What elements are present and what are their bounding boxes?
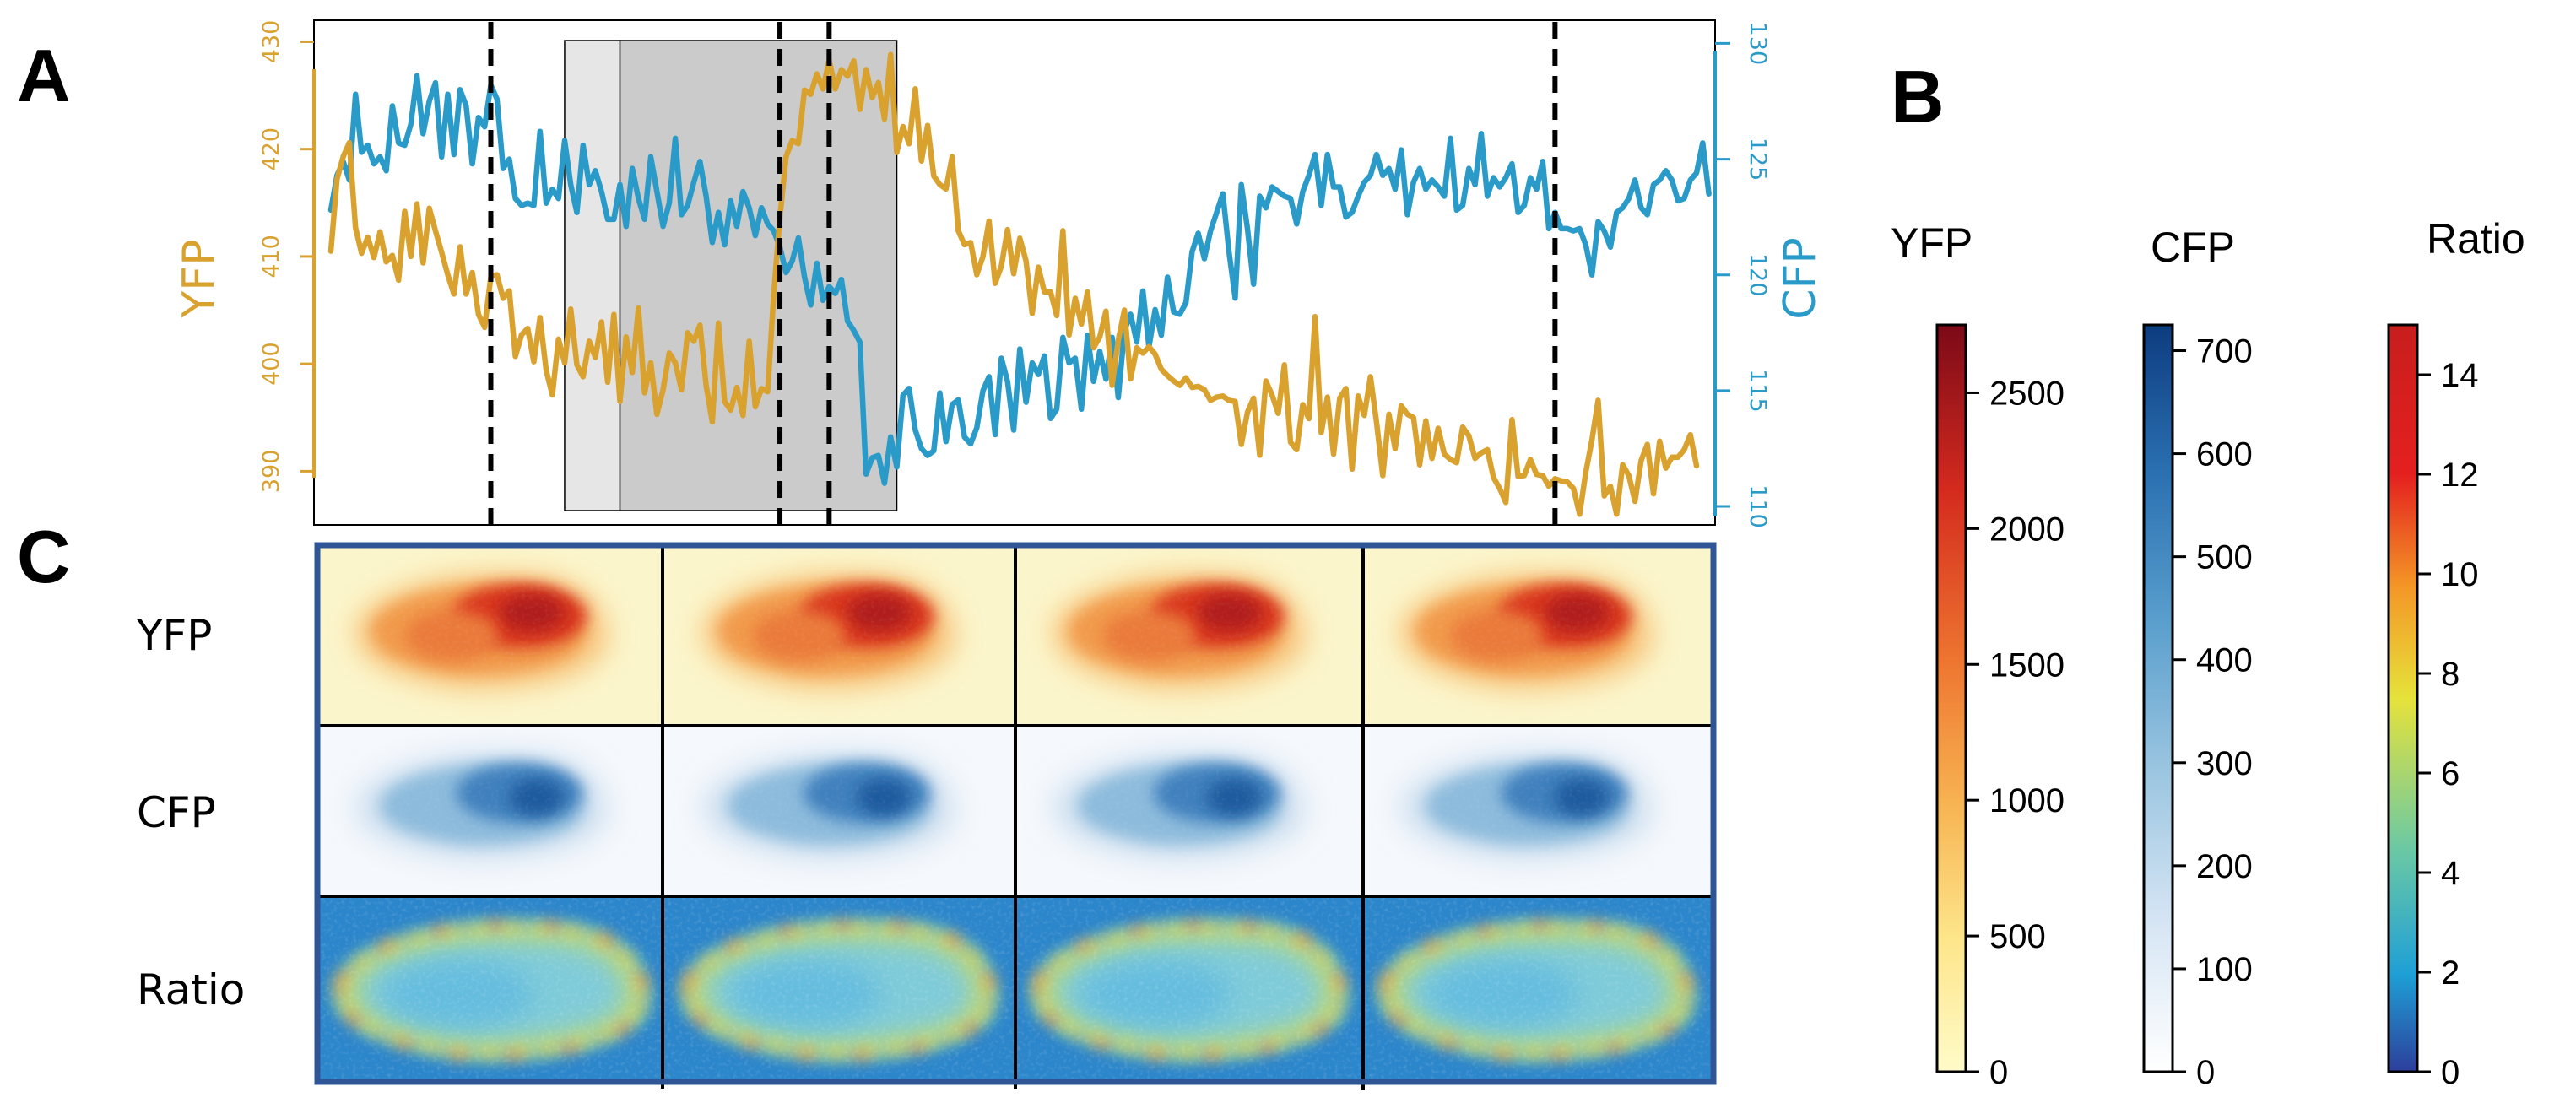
y-right-tick-label-110: 110 — [1745, 484, 1771, 528]
colorbar-yfp: YFP 0 500 1000 1500 2000 2500 — [1891, 219, 2065, 1091]
y-axis-right-ticks: 110 115 120 125 130 — [1715, 22, 1771, 528]
colorbar-gradient-ratio — [2387, 323, 2419, 1073]
series-cfp-line — [327, 73, 1712, 486]
colorbar-ratio-tick-label-14: 14 — [2441, 357, 2479, 394]
y-axis-left: 390 400 410 420 430 YFP — [174, 20, 316, 493]
colorbar-cfp-tick-label-400: 400 — [2196, 642, 2253, 679]
colorbar-yfp-tick-label-1000: 1000 — [1989, 782, 2065, 819]
colorbar-cfp-tick-label-0: 0 — [2196, 1054, 2215, 1091]
cell-image-r3-c3 — [1015, 896, 1363, 1080]
cell-images — [321, 547, 1710, 1080]
cell-image-r2-c2 — [663, 726, 1015, 896]
colorbar-yfp-tick-label-2500: 2500 — [1989, 375, 2065, 412]
series-yfp-line — [327, 51, 1700, 517]
y-left-tick-label-400: 400 — [258, 342, 284, 386]
colorbar-title-cfp: CFP — [2151, 224, 2235, 271]
y-left-tick-label-410: 410 — [258, 235, 284, 278]
y-right-tick-label-130: 130 — [1745, 22, 1771, 66]
colorbar-ratio-tick-label-4: 4 — [2441, 855, 2460, 892]
colorbar-yfp-tick-label-1500: 1500 — [1989, 646, 2065, 684]
colorbar-ratio-tick-label-6: 6 — [2441, 755, 2460, 792]
colorbar-ratio-tick-label-0: 0 — [2441, 1054, 2460, 1091]
colorbar-cfp-tick-label-200: 200 — [2196, 848, 2253, 885]
cell-image-r2-c4 — [1363, 726, 1710, 896]
colorbar-yfp-tick-label-500: 500 — [1989, 918, 2046, 955]
colorbar-ratio-tick-label-8: 8 — [2441, 656, 2460, 693]
cell-image-r3-c4 — [1363, 896, 1710, 1080]
colorbar-title-ratio: Ratio — [2427, 215, 2525, 262]
cell-image-r3-c2 — [663, 896, 1015, 1080]
y-right-tick-label-125: 125 — [1745, 138, 1771, 181]
colorbar-yfp-tick-label-2000: 2000 — [1989, 511, 2065, 548]
colorbar-gradient-yfp — [1935, 323, 1967, 1073]
y-left-tick-label-420: 420 — [258, 127, 284, 171]
shaded-region-1 — [564, 40, 621, 511]
panel-label-b: B — [1891, 55, 1945, 138]
panel-label-a: A — [17, 34, 71, 117]
cell-image-r1-c3 — [1015, 547, 1363, 726]
y-right-tick-label-120: 120 — [1745, 253, 1771, 297]
colorbar-title-yfp: YFP — [1891, 219, 1973, 267]
shaded-region-2 — [619, 40, 898, 511]
cell-image-r1-c4 — [1363, 547, 1710, 726]
colorbar-cfp-tick-label-600: 600 — [2196, 436, 2253, 473]
colorbar-cfp: CFP 0 100 200 300 400 500 600 700 — [2142, 224, 2253, 1091]
y-axis-left-ticks: 390 400 410 420 430 — [258, 20, 314, 493]
colorbar-gradient-cfp — [2142, 323, 2174, 1073]
colorbar-yfp-tick-label-0: 0 — [1989, 1054, 2008, 1091]
cell-image-r3-c1 — [321, 896, 663, 1080]
colorbars: YFP05001000150020002500CFP01002003004005… — [1891, 215, 2525, 1091]
grid-border — [314, 542, 1717, 1085]
colorbar-ratio-tick-label-2: 2 — [2441, 954, 2460, 992]
y-axis-right: 110 115 120 125 130 CFP — [1713, 22, 1826, 528]
dashed-markers — [488, 22, 1558, 530]
image-grid: YFP CFP Ratio — [136, 542, 1717, 1090]
series-lines — [327, 51, 1712, 517]
cell-image-r1-c2 — [663, 547, 1015, 726]
colorbar-cfp-tick-label-300: 300 — [2196, 745, 2253, 782]
row-label-yfp: YFP — [136, 611, 212, 660]
line-chart: 390 400 410 420 430 YFP 110 115 120 125 130 CFP — [174, 19, 1826, 530]
y-right-tick-label-115: 115 — [1745, 369, 1771, 413]
colorbar-cfp-tick-label-700: 700 — [2196, 333, 2253, 370]
shaded-regions — [564, 40, 898, 511]
y-left-tick-label-430: 430 — [258, 20, 284, 64]
colorbar-ratio-tick-label-10: 10 — [2441, 556, 2479, 593]
cell-image-r2-c1 — [321, 726, 663, 896]
panel-label-c: C — [17, 515, 71, 598]
cell-image-r2-c3 — [1015, 726, 1363, 896]
row-label-ratio: Ratio — [137, 965, 245, 1014]
colorbar-cfp-tick-label-100: 100 — [2196, 951, 2253, 988]
y-axis-left-label: YFP — [174, 239, 225, 318]
y-left-tick-label-390: 390 — [258, 450, 284, 494]
cell-image-r1-c1 — [321, 547, 663, 726]
grid-lines — [319, 547, 1712, 1090]
colorbar-ratio: Ratio 0 2 4 6 8 10 12 14 — [2387, 215, 2525, 1091]
y-axis-right-label: CFP — [1775, 237, 1826, 320]
colorbar-cfp-tick-label-500: 500 — [2196, 539, 2253, 576]
row-label-cfp: CFP — [137, 788, 216, 837]
colorbar-ratio-tick-label-12: 12 — [2441, 457, 2479, 494]
